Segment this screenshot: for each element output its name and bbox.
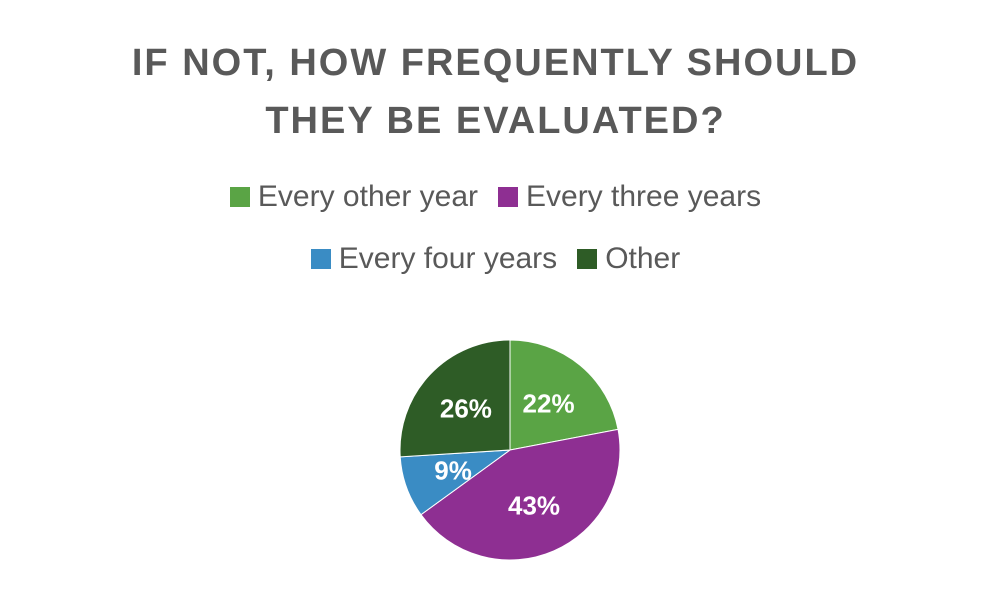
legend-label: Every other year — [257, 180, 478, 213]
chart-title-line-2: THEY BE EVALUATED? — [265, 100, 726, 142]
legend-swatch — [229, 187, 250, 207]
legend-item-other: Other — [577, 242, 680, 276]
chart-title: IF NOT, HOW FREQUENTLY SHOULD THEY BE EV… — [0, 34, 991, 150]
pie-slice-every-other-year — [509, 339, 619, 451]
legend-label: Other — [605, 242, 681, 275]
legend-item-every-three-years: Every three years — [498, 180, 761, 214]
pie-slice-other — [399, 339, 511, 458]
pie-slice-label: 26% — [440, 394, 492, 424]
legend-swatch — [498, 187, 518, 207]
legend-label: Every three years — [526, 180, 762, 213]
legend-label: Every four years — [338, 242, 558, 275]
chart-title-line-1: IF NOT, HOW FREQUENTLY SHOULD — [131, 42, 860, 84]
legend-item-every-other-year: Every other year — [229, 180, 478, 214]
pie-slice-every-three-years — [420, 428, 621, 561]
legend-row: Every other year Every three years — [229, 180, 761, 214]
legend-item-every-four-years: Every four years — [310, 242, 558, 276]
legend: Every other year Every three years Every… — [0, 180, 991, 276]
legend-swatch — [577, 249, 598, 269]
pie-slice-label: 9% — [434, 455, 472, 485]
pie-slice-label: 22% — [523, 388, 575, 418]
legend-row: Every four years Other — [310, 242, 680, 276]
pie-slice-label: 43% — [508, 491, 560, 521]
legend-swatch — [310, 249, 331, 269]
